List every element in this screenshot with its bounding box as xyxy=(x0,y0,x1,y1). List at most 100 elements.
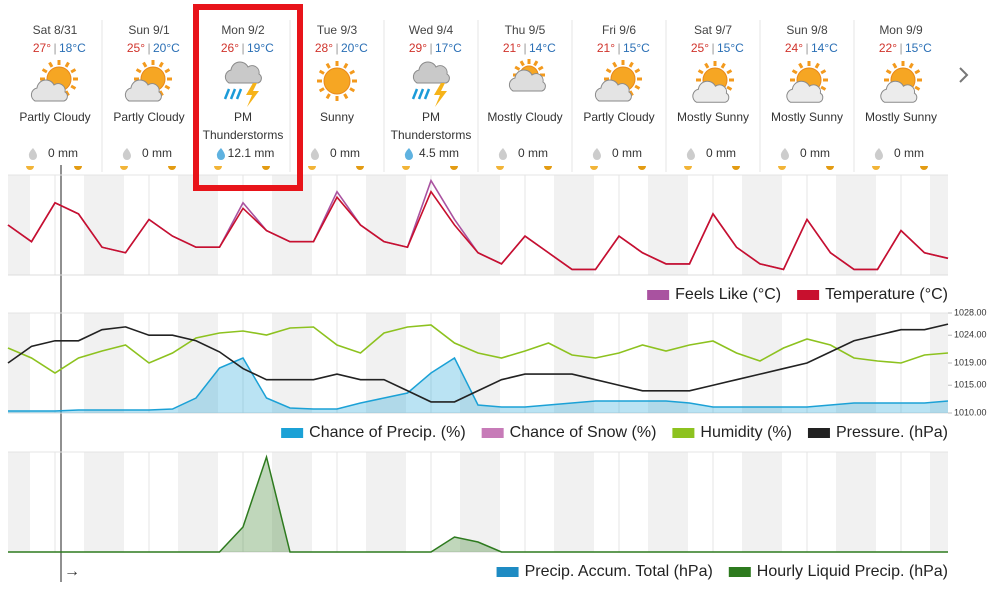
temp-sep: | xyxy=(617,41,620,55)
cloud xyxy=(124,79,162,102)
bolt xyxy=(434,83,447,107)
sun-ray xyxy=(914,85,921,91)
sun-moon-dot xyxy=(684,166,692,170)
day-date: Mon 9/2 xyxy=(221,23,265,37)
night-band xyxy=(836,175,876,275)
night-band xyxy=(742,452,782,552)
day-precip: 0 mm xyxy=(800,146,830,160)
day-date: Sun 9/1 xyxy=(128,23,170,37)
day-precip: 0 mm xyxy=(330,146,360,160)
cloud xyxy=(508,69,546,92)
temp-sep: | xyxy=(711,41,714,55)
drop xyxy=(310,148,319,160)
temp-sep: | xyxy=(523,41,526,55)
sun xyxy=(323,67,351,95)
day-condition: Mostly Sunny xyxy=(676,110,750,124)
drop xyxy=(592,148,601,160)
sun-moon-dot xyxy=(74,166,82,170)
sun-ray xyxy=(64,61,70,68)
sun-ray xyxy=(914,69,921,75)
night-band xyxy=(178,175,218,275)
day-high: 28° xyxy=(315,41,333,55)
sun-ray xyxy=(612,61,618,68)
night-band xyxy=(648,452,688,552)
sun-moon-dot xyxy=(590,166,598,170)
day-low: 17°C xyxy=(435,41,462,55)
night-band xyxy=(8,452,30,552)
day-precip: 4.5 mm xyxy=(419,146,459,160)
legend-label: Chance of Precip. (%) xyxy=(309,424,466,441)
sun-ray xyxy=(798,62,804,69)
day-high: 27° xyxy=(33,41,51,55)
sun-ray xyxy=(325,62,331,69)
sun-moon-dot xyxy=(826,166,834,170)
day-date: Fri 9/6 xyxy=(602,23,636,37)
sun-moon-dot xyxy=(920,166,928,170)
day-condition: Mostly Sunny xyxy=(770,110,844,124)
cloud xyxy=(594,79,632,102)
drop xyxy=(498,148,507,160)
sun-ray xyxy=(318,87,325,93)
rain xyxy=(229,88,237,100)
day-low: 15°C xyxy=(905,41,932,55)
weather-icon xyxy=(124,60,172,102)
drop xyxy=(780,148,789,160)
day-condition: Sunny xyxy=(319,110,355,124)
night-band xyxy=(272,175,312,275)
sun-ray xyxy=(726,69,733,75)
day-low: 15°C xyxy=(717,41,744,55)
day-date: Tue 9/3 xyxy=(317,23,358,37)
sun-moon-dot xyxy=(778,166,786,170)
y2-tick-label: 1015.00 xyxy=(954,380,987,390)
series-line xyxy=(7,323,949,403)
day-low: 14°C xyxy=(811,41,838,55)
y2-tick-label: 1024.00 xyxy=(954,330,987,340)
sun-moon-dot xyxy=(168,166,176,170)
series-area xyxy=(8,358,948,413)
sun-ray xyxy=(349,87,356,93)
day-precip: 0 mm xyxy=(48,146,78,160)
rain xyxy=(235,88,243,100)
sun-moon-dot xyxy=(262,166,270,170)
weather-icon xyxy=(508,59,546,92)
rain xyxy=(223,88,231,100)
day-high: 29° xyxy=(409,41,427,55)
day-precip: 0 mm xyxy=(518,146,548,160)
sun-ray xyxy=(628,90,634,97)
day-condition: Partly Cloudy xyxy=(19,110,91,124)
sun-ray xyxy=(164,68,171,74)
rain xyxy=(417,88,425,100)
weather-icon xyxy=(411,61,450,107)
y2-tick-label: 1010.00 xyxy=(954,407,987,417)
day-low: 20°C xyxy=(153,41,180,55)
temp-sep: | xyxy=(335,41,338,55)
night-band xyxy=(84,452,124,552)
sun-ray xyxy=(726,85,733,91)
rain xyxy=(411,88,419,100)
day-high: 25° xyxy=(691,41,709,55)
next-arrow[interactable] xyxy=(959,67,969,83)
night-band xyxy=(366,175,406,275)
day-condition: Partly Cloudy xyxy=(583,110,655,124)
night-band xyxy=(554,313,594,413)
day-high: 24° xyxy=(785,41,803,55)
sun-ray xyxy=(349,69,356,75)
sun-ray xyxy=(135,68,142,74)
night-band xyxy=(554,175,594,275)
day-condition: Mostly Cloudy xyxy=(487,110,563,124)
day-low: 18°C xyxy=(59,41,86,55)
legend-label: Precip. Accum. Total (hPa) xyxy=(525,563,713,580)
day-date: Sat 8/31 xyxy=(33,23,78,37)
sun-ray xyxy=(519,60,525,67)
night-band xyxy=(178,452,218,552)
y2-tick-label: 1019.00 xyxy=(954,357,987,367)
sun-moon-dot xyxy=(638,166,646,170)
day-high: 25° xyxy=(127,41,145,55)
legend-label: Pressure. (hPa) xyxy=(836,424,948,441)
sun-ray xyxy=(164,84,171,90)
sun-ray xyxy=(704,62,710,69)
series-area xyxy=(8,457,948,552)
y2-tick-label: 1028.00 xyxy=(954,307,987,317)
